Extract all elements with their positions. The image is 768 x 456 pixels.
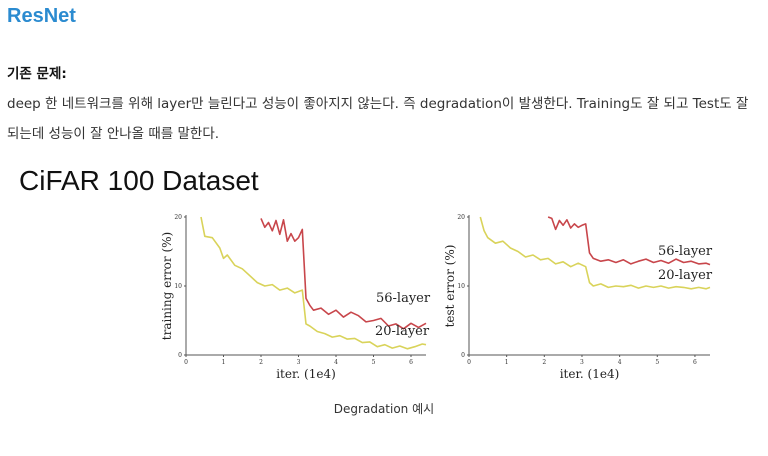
y-axis-label: training error (%) bbox=[160, 232, 174, 340]
series-line-56-layer bbox=[547, 216, 711, 266]
y-tick-label: 20 bbox=[174, 214, 182, 221]
y-tick-label: 10 bbox=[174, 283, 182, 290]
y-tick-label: 10 bbox=[457, 283, 465, 290]
series-line-20-layer bbox=[479, 216, 711, 290]
x-tick-label: 2 bbox=[542, 359, 546, 366]
x-axis-label: iter. (1e4) bbox=[560, 367, 620, 381]
y-tick-label: 0 bbox=[178, 352, 182, 359]
section-subheading: 기존 문제: bbox=[7, 66, 67, 82]
series-label-56-layer: 56-layer bbox=[376, 291, 431, 306]
x-tick-label: 1 bbox=[505, 359, 509, 366]
series-label-56-layer: 56-layer bbox=[658, 244, 713, 259]
x-tick-label: 2 bbox=[259, 359, 263, 366]
figure-caption: Degradation 예시 bbox=[333, 402, 435, 416]
figure-title: CiFAR 100 Dataset bbox=[19, 165, 259, 196]
x-tick-label: 0 bbox=[184, 359, 188, 366]
x-tick-label: 1 bbox=[222, 359, 226, 366]
degradation-figure: CiFAR 100 Dataset 0 1 2 3 4 5 6 0 10 20 iter. (1e4… bbox=[0, 150, 768, 400]
x-axis-label: iter. (1e4) bbox=[276, 367, 336, 381]
y-tick-label: 0 bbox=[461, 352, 465, 359]
series-label-20-layer: 20-layer bbox=[375, 324, 430, 339]
series-line-20-layer bbox=[200, 216, 427, 350]
y-tick-label: 20 bbox=[457, 214, 465, 221]
x-tick-label: 0 bbox=[467, 359, 471, 366]
body-paragraph: deep 한 네트워크를 위해 layer만 늘린다고 성능이 좋아지지 않는다… bbox=[7, 96, 749, 142]
x-tick-label: 4 bbox=[334, 359, 338, 366]
x-tick-label: 3 bbox=[580, 359, 584, 366]
page-title: ResNet bbox=[7, 5, 76, 27]
x-tick-label: 3 bbox=[297, 359, 301, 366]
series-label-20-layer: 20-layer bbox=[658, 268, 713, 283]
x-tick-label: 6 bbox=[409, 359, 413, 366]
series-line-56-layer bbox=[260, 218, 427, 330]
x-tick-label: 5 bbox=[655, 359, 659, 366]
x-tick-label: 4 bbox=[618, 359, 622, 366]
y-axis-label: test error (%) bbox=[443, 245, 457, 328]
x-tick-label: 6 bbox=[693, 359, 697, 366]
x-tick-label: 5 bbox=[372, 359, 376, 366]
